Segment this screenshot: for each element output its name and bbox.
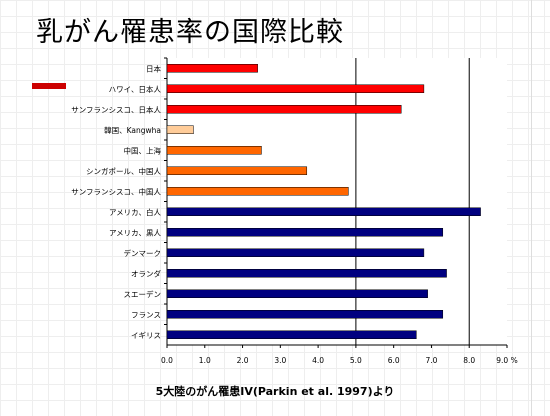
bar: [166, 228, 444, 237]
bar: [166, 105, 402, 114]
x-tick-label: 0.0: [161, 356, 173, 365]
category-label: シンガポール、中国人: [86, 166, 161, 176]
plot-area: [167, 58, 507, 345]
x-tick-label: 3.0: [274, 356, 286, 365]
category-label: 韓国、Kangwha: [104, 125, 161, 135]
bar: [166, 289, 428, 298]
category-label: スエーデン: [124, 289, 162, 299]
x-tick-label: 2.0: [237, 356, 249, 365]
x-tick-label: 1.0: [199, 356, 211, 365]
bar: [166, 207, 481, 216]
x-tick-label: 7.0: [425, 356, 437, 365]
slide-title: 乳がん罹患率の国際比較: [36, 17, 344, 48]
category-label: フランス: [131, 310, 161, 319]
bar: [166, 64, 258, 73]
category-label: サンフランシスコ、中国人: [71, 186, 161, 196]
chart-caption: 5大陸のがん罹患IV(Parkin et al. 1997)より: [155, 385, 395, 398]
bar: [166, 146, 262, 155]
bar: [166, 269, 447, 278]
x-tick-label: 8.0: [463, 356, 475, 365]
bar: [166, 248, 425, 257]
category-label: オランダ: [131, 268, 161, 278]
bar-chart-svg: 0.0 1.0 2.0 3.0 4.0 5.0 6.0 7.0 8.0 9.0 % 日本ハワイ、日本…: [71, 57, 518, 365]
bar: [166, 166, 308, 175]
category-label: イギリス: [131, 331, 161, 340]
x-tick-label: 6.0: [388, 356, 400, 365]
bar: [166, 187, 349, 196]
category-label: 中国、上海: [124, 145, 162, 155]
bar: [166, 84, 425, 93]
category-label: アメリカ、黒人: [109, 228, 161, 237]
bar: [166, 330, 417, 339]
bar: [166, 125, 194, 134]
side-divider: [531, 0, 532, 416]
category-label: 日本: [146, 63, 161, 73]
category-label: デンマーク: [124, 248, 162, 258]
bar-chart: 0.0 1.0 2.0 3.0 4.0 5.0 6.0 7.0 8.0 9.0 % 日本ハワイ、日本…: [70, 50, 528, 375]
title-accent-bar: [32, 83, 66, 89]
category-label: アメリカ、白人: [109, 207, 161, 217]
x-tick-label: 4.0: [312, 356, 324, 365]
x-tick-label: 9.0 %: [496, 356, 517, 365]
category-label: ハワイ、日本人: [109, 84, 162, 94]
x-tick-label: 5.0: [350, 356, 362, 365]
bar: [166, 310, 444, 319]
category-label: サンフランシスコ、日本人: [71, 104, 161, 114]
